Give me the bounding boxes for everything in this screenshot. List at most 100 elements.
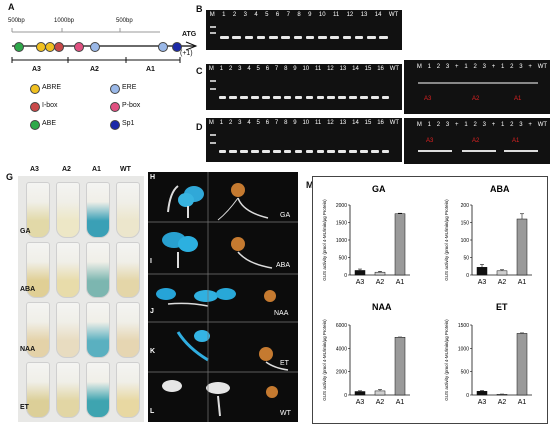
- chart-title: NAA: [372, 302, 392, 312]
- lane-label: 13: [360, 12, 368, 18]
- y-tick-label: 2000: [336, 370, 347, 376]
- gel-band: [218, 96, 227, 99]
- gel-image-e: M 1 2 3 +1 2 3 +1 2 3 + WT A3 A2 A1: [404, 60, 550, 114]
- lane-label: 2: [510, 122, 514, 128]
- y-axis-label: GUS activity (pmol 4-MU/min/μg Protein): [322, 199, 327, 281]
- lane-label: M: [208, 66, 214, 72]
- gel-band: [327, 96, 336, 99]
- y-tick-label: 500: [339, 256, 348, 262]
- lane-label: 1: [501, 122, 505, 128]
- gel-band: [316, 96, 325, 99]
- lane-label: WT: [537, 122, 548, 128]
- lane-label: 1: [219, 66, 224, 72]
- test-tube: [116, 182, 140, 238]
- gel-band: [272, 96, 281, 99]
- lane-label: 9: [293, 66, 297, 72]
- lane-label: +: [528, 122, 532, 128]
- test-tube: [26, 302, 50, 358]
- gel-band: [293, 36, 303, 39]
- gel-image-d: M 1 2 3 4 5 6 7 8 9 10 11 12 13 14 15 16 WT: [206, 118, 402, 162]
- abe-legend-icon: [30, 120, 40, 130]
- gel-band: [327, 150, 336, 153]
- lane-label: M: [209, 12, 215, 18]
- scale-label-1000bp: 1000bp: [54, 18, 75, 24]
- panel-label-j: J: [150, 308, 154, 315]
- lane-label: 7: [274, 120, 279, 126]
- lane-label: 1: [219, 120, 224, 126]
- scale-label-500bp-right: 500bp: [116, 18, 133, 24]
- gel-band: [379, 36, 388, 39]
- region-label-a3: A3: [32, 66, 41, 73]
- lane-label: +: [455, 64, 459, 70]
- gel-band: [305, 36, 315, 39]
- test-tube: [56, 302, 80, 358]
- region-label-a2: A2: [90, 66, 99, 73]
- gel-band: [283, 96, 292, 99]
- legend-label-p-box: P-box: [122, 102, 141, 109]
- seedling-photo-grid: H GA I ABA J NAA K ET L WT: [148, 172, 298, 422]
- scale-label-500bp-left: 500bp: [8, 18, 25, 24]
- gel-band: [305, 96, 314, 99]
- gel-band: [244, 36, 254, 39]
- gel-band: [220, 36, 229, 39]
- lane-label: WT: [389, 120, 400, 126]
- y-tick-label: 0: [466, 393, 469, 399]
- lane-label: +: [491, 122, 496, 128]
- test-tube: [56, 362, 80, 418]
- gel-image-f: M 1 2 3 +1 2 3 +1 2 3 + WT A3 A2 A1: [404, 118, 550, 164]
- lane-label: 1: [464, 64, 468, 70]
- test-tube: [26, 242, 50, 298]
- gel-band: [370, 150, 379, 153]
- gel-band: [269, 36, 278, 39]
- i-box-legend-icon: [30, 102, 40, 112]
- gel-band: [342, 36, 352, 39]
- lane-label: 2: [232, 12, 237, 18]
- lane-label: 10: [318, 12, 326, 18]
- row-label-ga: GA: [20, 228, 31, 235]
- lane-label: 9: [308, 12, 312, 18]
- i-box-element-marker: [54, 42, 64, 52]
- lane-label: M: [416, 64, 422, 70]
- column-label-a2: A2: [62, 166, 71, 173]
- column-label-a1: A1: [92, 166, 101, 173]
- category-label: A2: [498, 279, 507, 286]
- lane-label: 3: [482, 64, 486, 70]
- lane-label: 5: [265, 12, 269, 18]
- gel-band: [381, 150, 390, 153]
- group-label-a1: A1: [514, 96, 522, 102]
- lane-label: WT: [537, 64, 548, 70]
- category-label: A2: [376, 279, 385, 286]
- legend-label-abre: ABRE: [42, 84, 62, 91]
- gel-band: [218, 150, 227, 153]
- test-tube: [86, 182, 110, 238]
- gel-band: [354, 36, 364, 39]
- y-tick-label: 1000: [458, 346, 469, 352]
- lane-label: 1: [427, 122, 432, 128]
- ere-legend-icon: [110, 84, 120, 94]
- category-label: A3: [356, 399, 365, 406]
- lane-label: 6: [275, 12, 280, 18]
- legend-label-ere: ERE: [122, 84, 137, 91]
- bar: [516, 218, 528, 276]
- row-label-naa: NAA: [20, 346, 36, 353]
- lane-label: 11: [332, 12, 340, 18]
- bar: [394, 337, 406, 396]
- gel-band: [330, 36, 339, 39]
- y-tick-label: 500: [461, 370, 470, 376]
- seedling-drawings: [148, 172, 298, 422]
- treatment-label-ga: GA: [280, 212, 291, 219]
- legend-label-sp1: Sp1: [122, 120, 135, 127]
- bar: [496, 394, 508, 396]
- lane-label: 7: [274, 66, 279, 72]
- gel-band: [229, 96, 238, 99]
- gel-band: [294, 96, 303, 99]
- test-tube: [116, 302, 140, 358]
- treatment-label-wt: WT: [280, 410, 291, 417]
- panel-label-h: H: [150, 174, 156, 181]
- group-label-a3: A3: [424, 96, 432, 102]
- test-tube: [86, 362, 110, 418]
- sp1-element-marker: [172, 42, 182, 52]
- gel-band: [281, 36, 290, 39]
- lane-label: 6: [265, 66, 270, 72]
- chart-title: ET: [496, 302, 508, 312]
